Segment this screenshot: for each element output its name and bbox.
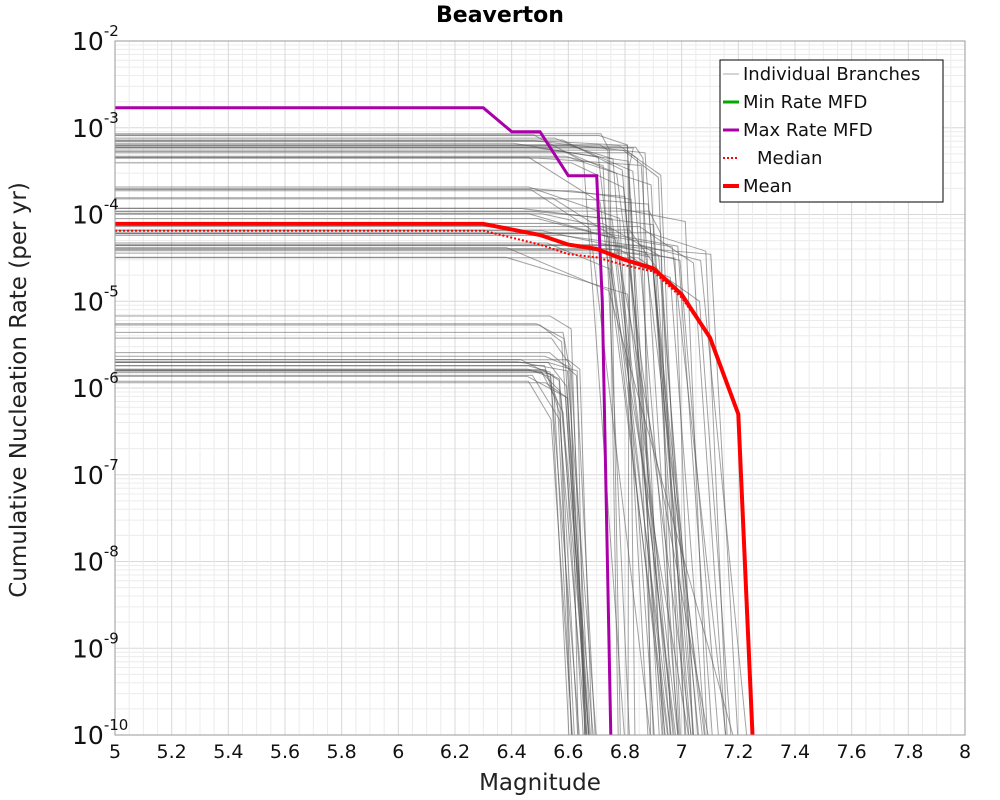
legend: Individual Branches Min Rate MFD Max Rate … bbox=[719, 59, 944, 203]
x-tick-label: 7.2 bbox=[723, 741, 753, 763]
x-tick-label: 5.6 bbox=[270, 741, 300, 763]
x-tick-label: 6 bbox=[392, 741, 404, 763]
branch-line bbox=[115, 188, 663, 736]
branch-line bbox=[115, 365, 575, 736]
y-tick-labels: 10-2 10-3 10-4 10-5 10-6 10-7 10-8 10-9 10-10 bbox=[72, 22, 128, 750]
branch-line bbox=[115, 133, 621, 736]
x-tick-label: 6.4 bbox=[497, 741, 527, 763]
branch-line bbox=[115, 147, 660, 736]
branch-line bbox=[115, 144, 655, 736]
chart-title: Beaverton bbox=[436, 3, 564, 28]
individual-branches bbox=[115, 133, 748, 736]
x-tick-label: 7.4 bbox=[780, 741, 810, 763]
y-tick-label: 10-2 bbox=[72, 22, 119, 56]
branch-line bbox=[115, 361, 597, 736]
summary-lines bbox=[115, 106, 755, 736]
branch-line bbox=[115, 207, 708, 736]
branch-line bbox=[115, 352, 596, 736]
branch-line bbox=[115, 382, 588, 736]
y-tick-label: 10-3 bbox=[72, 109, 119, 143]
x-tick-label: 6.8 bbox=[610, 741, 640, 763]
branch-line bbox=[115, 370, 572, 736]
branch-line bbox=[115, 315, 586, 736]
branch-line bbox=[115, 370, 573, 736]
x-tick-label: 8 bbox=[959, 741, 971, 763]
branch-line bbox=[115, 256, 679, 736]
branch-line bbox=[115, 257, 732, 736]
branch-line bbox=[115, 372, 584, 736]
y-tick-label: 10-8 bbox=[72, 543, 119, 577]
branch-line bbox=[115, 247, 734, 736]
legend-label: Max Rate MFD bbox=[743, 120, 873, 141]
branch-line bbox=[115, 245, 719, 736]
branch-line bbox=[115, 374, 587, 736]
x-tick-label: 5.4 bbox=[213, 741, 243, 763]
legend-box bbox=[719, 59, 944, 203]
y-tick-label: 10-7 bbox=[72, 456, 119, 490]
branch-line bbox=[115, 135, 636, 736]
branch-line bbox=[115, 232, 728, 736]
x-tick-label: 5.8 bbox=[327, 741, 357, 763]
x-tick-labels: 5 5.2 5.4 5.6 5.8 6 6.2 6.4 6.6 6.8 7 7.2 7.4 7.6 7.8 8 bbox=[109, 741, 971, 763]
branch-line bbox=[115, 140, 687, 736]
x-tick-label: 7.8 bbox=[893, 741, 923, 763]
branch-line bbox=[115, 369, 579, 736]
y-axis-label: Cumulative Nucleation Rate (per yr) bbox=[6, 182, 32, 598]
branch-line bbox=[115, 242, 689, 736]
x-tick-label: 7 bbox=[676, 741, 688, 763]
branch-line bbox=[115, 359, 593, 736]
y-tick-label: 10-10 bbox=[72, 716, 128, 750]
x-tick-label: 5 bbox=[109, 741, 121, 763]
branch-line bbox=[115, 375, 590, 736]
x-tick-label: 5.2 bbox=[157, 741, 187, 763]
plot-frame bbox=[114, 40, 966, 736]
y-tick-label: 10-5 bbox=[72, 282, 119, 316]
branch-line bbox=[115, 190, 654, 736]
x-tick-label: 7.6 bbox=[837, 741, 867, 763]
branch-line bbox=[115, 365, 580, 736]
branch-line bbox=[115, 218, 709, 736]
y-tick-label: 10-4 bbox=[72, 196, 119, 230]
branch-line bbox=[115, 144, 619, 736]
x-axis-label: Magnitude bbox=[479, 770, 601, 796]
legend-label: Mean bbox=[743, 176, 792, 197]
branch-line bbox=[115, 145, 664, 736]
branch-line bbox=[115, 189, 651, 736]
branch-line bbox=[115, 198, 692, 736]
branch-line bbox=[115, 139, 671, 736]
legend-label: Median bbox=[757, 148, 822, 169]
legend-label: Individual Branches bbox=[743, 64, 920, 85]
branch-line bbox=[115, 210, 671, 736]
y-tick-label: 10-9 bbox=[72, 629, 119, 663]
branch-line bbox=[115, 226, 726, 736]
branch-line bbox=[115, 213, 672, 736]
x-tick-label: 6.6 bbox=[553, 741, 583, 763]
branch-line bbox=[115, 359, 594, 736]
legend-label: Min Rate MFD bbox=[743, 92, 867, 113]
branch-line bbox=[115, 252, 694, 736]
x-tick-label: 6.2 bbox=[440, 741, 470, 763]
branch-line bbox=[115, 233, 713, 736]
branch-line bbox=[115, 186, 649, 736]
series-max-rate-mfd bbox=[115, 106, 613, 736]
y-tick-label: 10-6 bbox=[72, 369, 119, 403]
branch-line bbox=[115, 197, 675, 736]
branch-line bbox=[115, 380, 573, 736]
series-mean bbox=[115, 221, 755, 736]
branch-line bbox=[115, 331, 579, 736]
